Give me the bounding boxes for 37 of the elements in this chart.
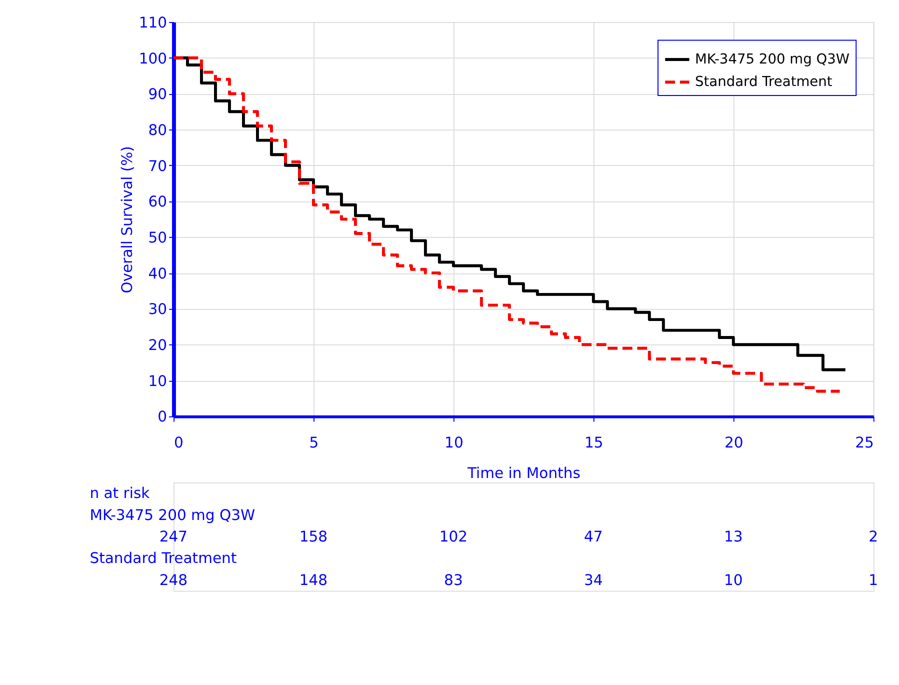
text: 148 (299, 572, 328, 589)
text: MK-3475 200 mg Q3W (90, 506, 256, 524)
y-tick-label: 60 (148, 194, 168, 211)
y-tick-label: 100 (138, 50, 168, 68)
text: 83 (444, 572, 463, 589)
text: 34 (584, 572, 603, 589)
x-axis-title: Time in Months (466, 464, 580, 482)
text: n at risk (90, 485, 150, 502)
y-tick-label: 70 (148, 158, 168, 175)
text: 158 (299, 528, 328, 546)
x-tick-label: 15 (584, 434, 604, 452)
y-tick-label: 110 (138, 14, 168, 32)
x-tick-label: 5 (309, 434, 319, 452)
y-tick-label: 40 (148, 265, 168, 282)
text: 2 (868, 528, 878, 546)
text: 13 (724, 528, 743, 546)
text: 47 (584, 528, 603, 546)
text: 10 (724, 572, 743, 589)
text: 1 (868, 572, 878, 589)
x-tick-label: 10 (444, 434, 464, 452)
text: 248 (159, 572, 188, 589)
y-tick-label: 80 (148, 122, 168, 139)
legend-label: Standard Treatment (694, 74, 833, 90)
y-tick-label: 0 (158, 408, 168, 426)
legend-label: MK-3475 200 mg Q3W (694, 51, 850, 68)
y-tick-label: 10 (148, 372, 168, 390)
x-tick-label: 0 (174, 434, 184, 452)
text: 102 (439, 528, 468, 546)
text: 247 (159, 528, 188, 546)
x-tick-label: 25 (855, 434, 874, 452)
y-tick-label: 90 (148, 86, 168, 104)
y-axis-title: Overall Survival (%) (118, 146, 136, 294)
x-tick-label: 20 (724, 434, 744, 452)
y-tick-label: 50 (148, 230, 168, 247)
text: Standard Treatment (90, 550, 237, 568)
y-tick-label: 30 (148, 301, 168, 318)
y-tick-label: 20 (148, 337, 168, 354)
